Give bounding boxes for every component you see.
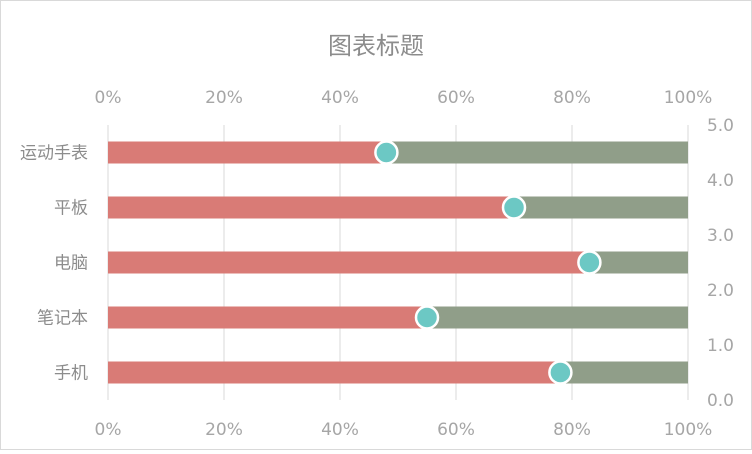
x-tick-label-bottom: 100% — [664, 420, 713, 440]
x-tick-label-top: 60% — [437, 88, 475, 108]
bars — [108, 141, 688, 384]
y2-tick-label: 0.0 — [707, 391, 734, 411]
y2-tick-label: 1.0 — [707, 336, 734, 356]
markers — [374, 140, 602, 385]
x-tick-label-bottom: 80% — [553, 420, 591, 440]
bar-segment-1 — [108, 306, 427, 329]
y2-tick-label: 4.0 — [707, 171, 734, 191]
bar-segment-2 — [386, 141, 688, 164]
bar-segment-1 — [108, 196, 514, 219]
bar-segment-2 — [560, 361, 688, 384]
x-tick-label-bottom: 60% — [437, 420, 475, 440]
x-tick-label-top: 40% — [321, 88, 359, 108]
x-axis-top: 0% 20% 40% 60% 80% 100% — [95, 88, 713, 108]
x-tick-label-bottom: 40% — [321, 420, 359, 440]
category-label: 平板 — [54, 199, 88, 219]
bar-segment-2 — [427, 306, 688, 329]
category-label: 电脑 — [54, 254, 88, 274]
bar-segment-2 — [589, 251, 688, 274]
chart-title: 图表标题 — [328, 32, 424, 60]
bar-segment-2 — [514, 196, 688, 219]
bar-segment-1 — [108, 251, 590, 274]
bar-segment-1 — [108, 361, 561, 384]
marker-point — [501, 195, 527, 220]
category-label: 手机 — [54, 364, 88, 384]
category-label: 笔记本 — [37, 309, 88, 329]
y2-tick-label: 5.0 — [707, 116, 734, 136]
x-tick-label-top: 0% — [95, 88, 122, 108]
x-tick-label-top: 80% — [553, 88, 591, 108]
x-tick-label-top: 100% — [664, 88, 713, 108]
marker-point — [548, 360, 573, 385]
y-axis-right: 0.0 1.0 2.0 3.0 4.0 5.0 — [707, 116, 734, 411]
y2-tick-label: 2.0 — [707, 281, 734, 301]
bar-segment-1 — [108, 141, 387, 164]
x-axis-bottom: 0% 20% 40% 60% 80% 100% — [95, 420, 713, 440]
marker-point — [414, 305, 440, 330]
x-tick-label-bottom: 20% — [205, 420, 243, 440]
x-tick-label-bottom: 0% — [95, 420, 122, 440]
x-tick-label-top: 20% — [205, 88, 243, 108]
marker-point — [577, 250, 602, 275]
category-label: 运动手表 — [20, 144, 88, 164]
y2-tick-label: 3.0 — [707, 226, 734, 246]
marker-point — [374, 140, 399, 165]
